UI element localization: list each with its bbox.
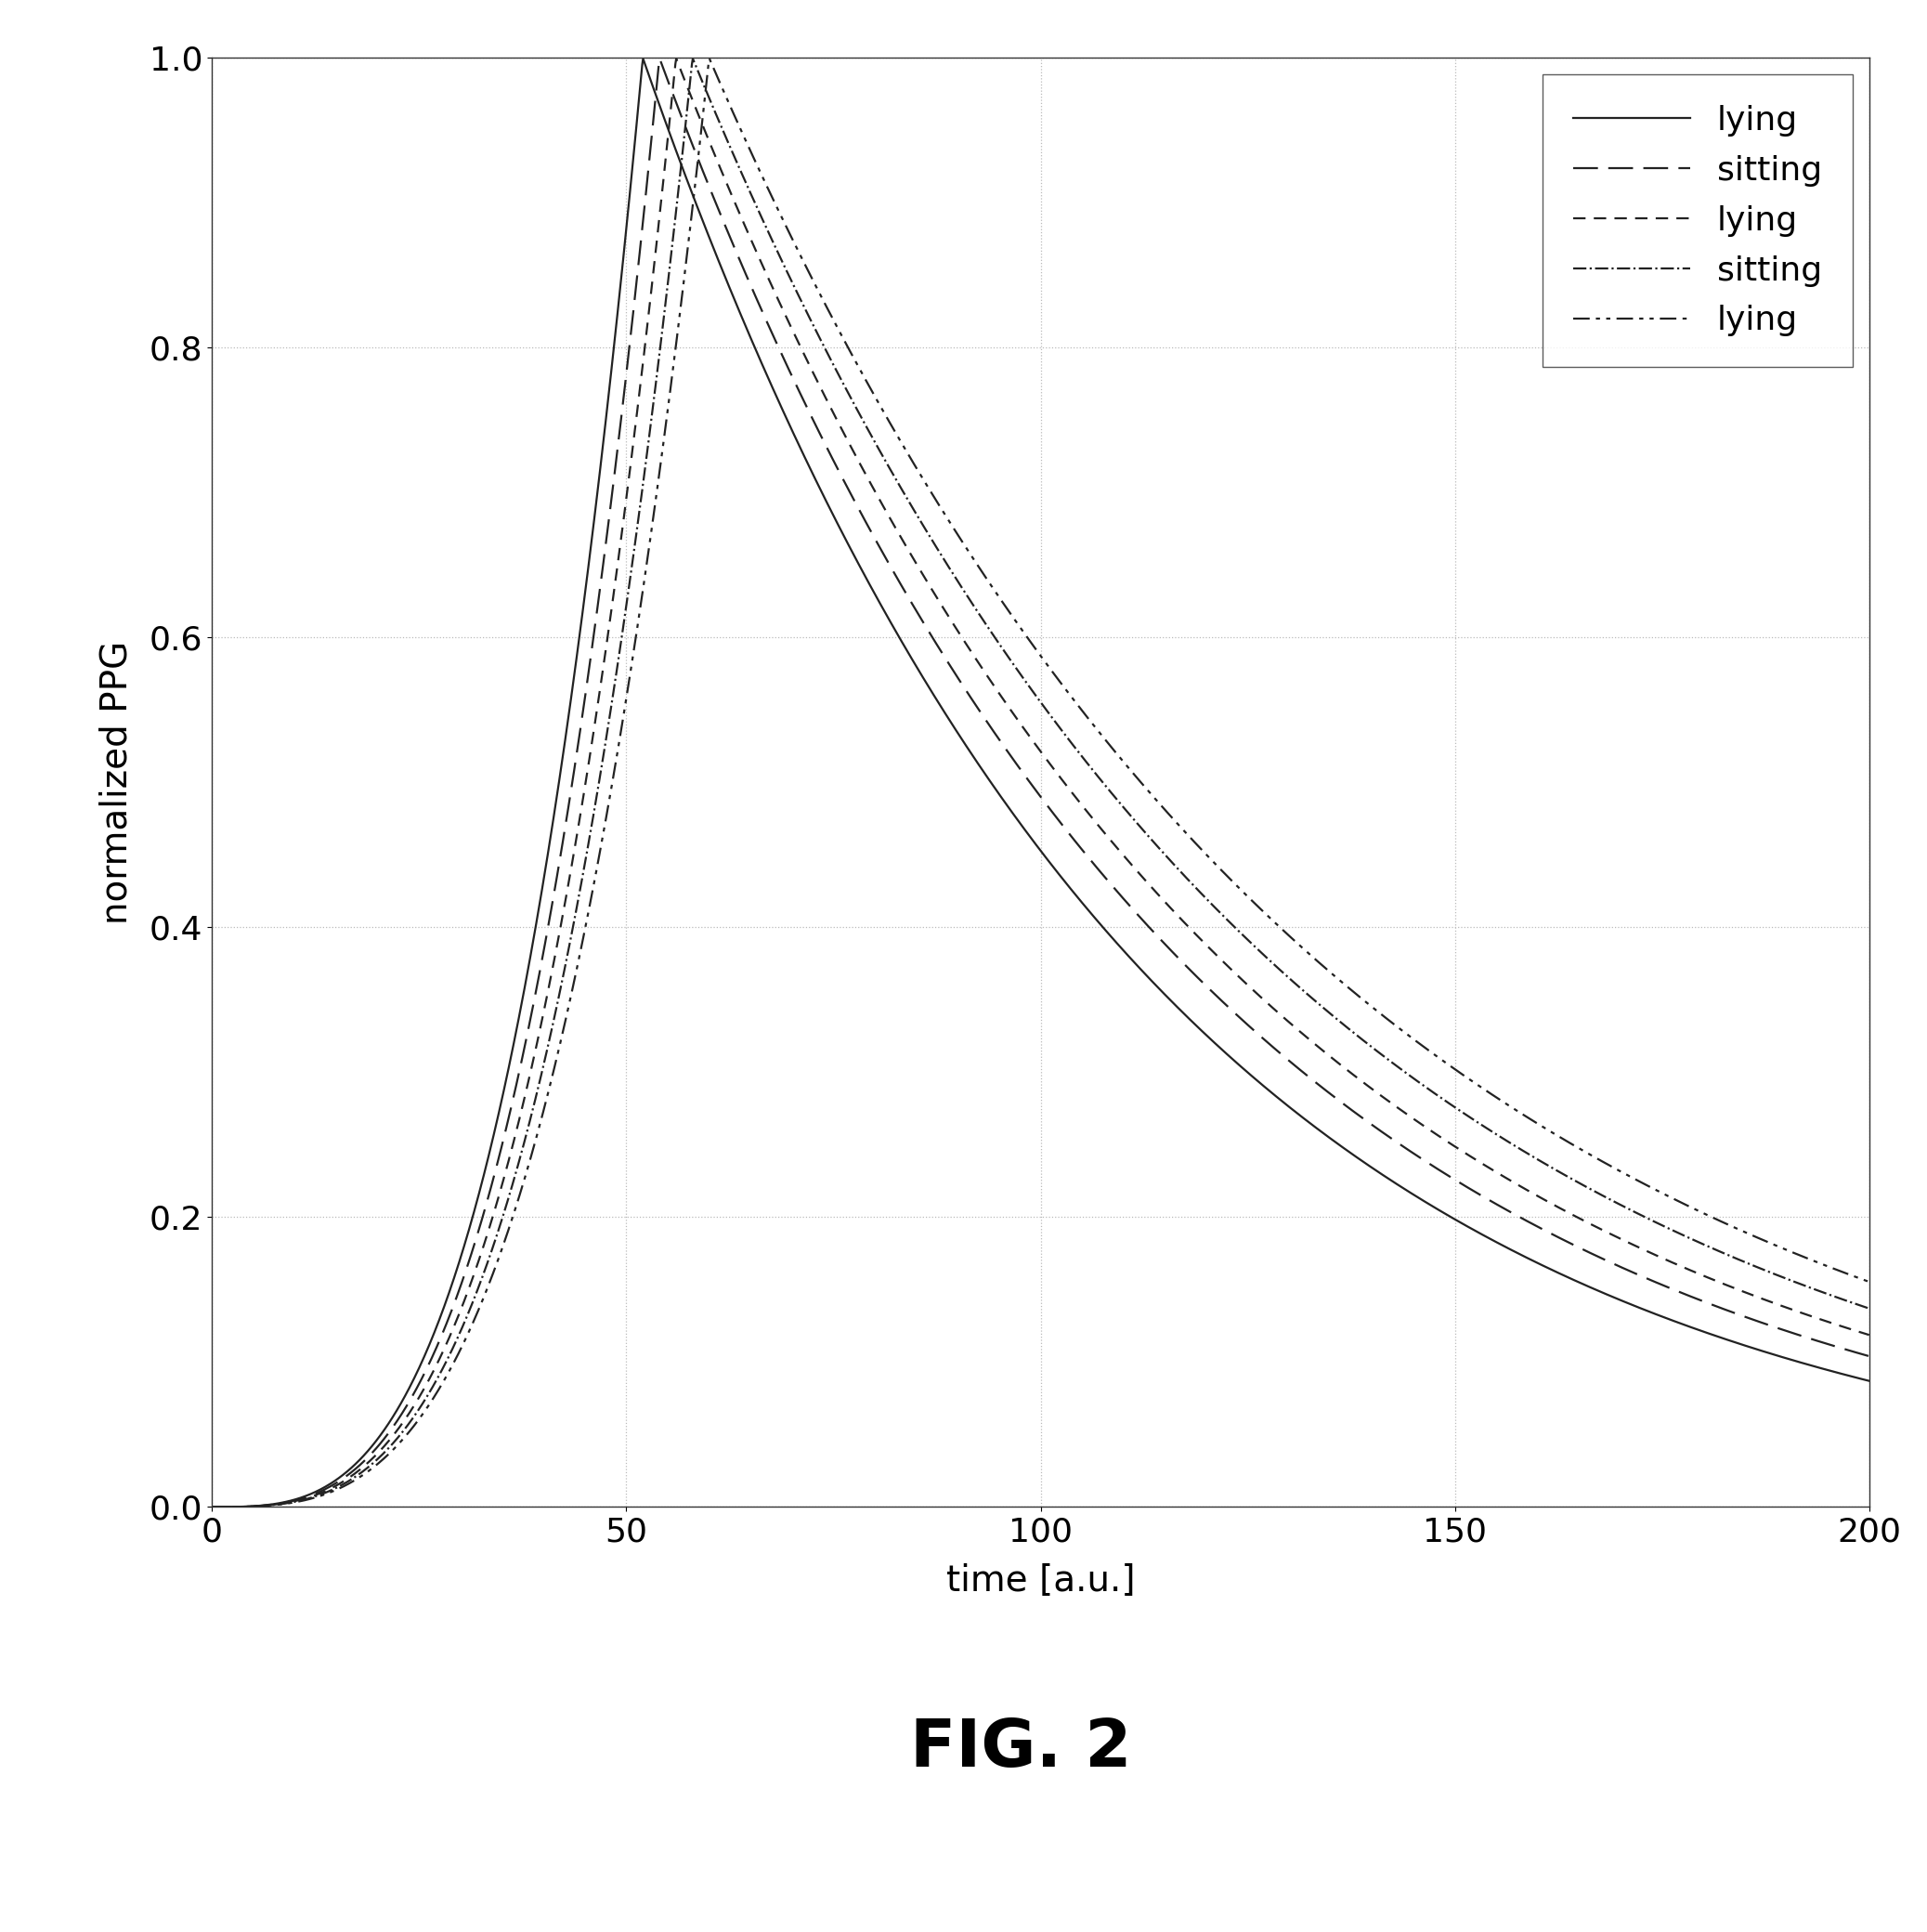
- lying: [1008, 810, 1031, 833]
- sitting: [200, 1495, 224, 1519]
- lying: [1809, 1356, 1833, 1379]
- Line: lying: lying: [212, 58, 1869, 1507]
- Line: sitting: sitting: [212, 58, 1869, 1507]
- lying: [964, 549, 987, 572]
- sitting: [1809, 1331, 1833, 1354]
- lying: [285, 1488, 308, 1511]
- sitting: [1008, 755, 1031, 779]
- lying: [1809, 1308, 1833, 1331]
- lying: [1008, 614, 1031, 638]
- lying: [1507, 1242, 1530, 1265]
- lying: [1858, 1370, 1881, 1393]
- lying: [964, 748, 987, 771]
- lying: [1809, 1252, 1833, 1275]
- sitting: [647, 46, 671, 70]
- sitting: [1507, 1136, 1530, 1159]
- sitting: [964, 692, 987, 715]
- lying: [1507, 1099, 1530, 1122]
- sitting: [1809, 1281, 1833, 1304]
- sitting: [1507, 1204, 1530, 1227]
- lying: [285, 1490, 308, 1513]
- lying: [200, 1495, 224, 1519]
- sitting: [285, 1488, 308, 1511]
- Line: lying: lying: [212, 58, 1869, 1507]
- Legend: lying, sitting, lying, sitting, lying: lying, sitting, lying, sitting, lying: [1544, 75, 1852, 367]
- lying: [1008, 709, 1031, 732]
- sitting: [1809, 1281, 1833, 1304]
- lying: [632, 46, 655, 70]
- sitting: [1858, 1296, 1881, 1320]
- lying: [1507, 1173, 1530, 1196]
- lying: [200, 1495, 224, 1519]
- lying: [200, 1495, 224, 1519]
- Text: FIG. 2: FIG. 2: [911, 1716, 1131, 1781]
- X-axis label: time [a.u.]: time [a.u.]: [946, 1563, 1135, 1598]
- sitting: [682, 46, 705, 70]
- lying: [1858, 1269, 1881, 1293]
- lying: [964, 645, 987, 668]
- sitting: [200, 1495, 224, 1519]
- Line: sitting: sitting: [212, 58, 1869, 1507]
- Y-axis label: normalized PPG: normalized PPG: [98, 641, 135, 923]
- lying: [1809, 1308, 1833, 1331]
- lying: [698, 46, 721, 70]
- lying: [1809, 1252, 1833, 1275]
- sitting: [1858, 1345, 1881, 1368]
- Line: lying: lying: [212, 58, 1869, 1507]
- sitting: [964, 595, 987, 618]
- sitting: [1008, 661, 1031, 684]
- lying: [1809, 1356, 1833, 1379]
- lying: [665, 46, 688, 70]
- sitting: [285, 1490, 308, 1513]
- sitting: [1809, 1331, 1833, 1354]
- lying: [1858, 1323, 1881, 1347]
- lying: [285, 1490, 308, 1513]
